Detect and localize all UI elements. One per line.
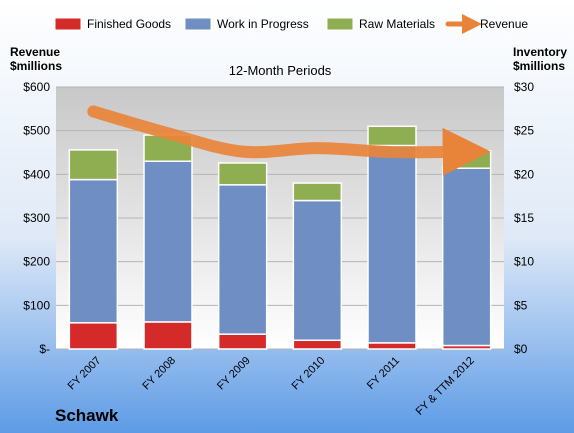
right-tick-label: $25 bbox=[514, 124, 534, 138]
left-tick-label: $400 bbox=[23, 167, 50, 181]
legend-work-in-progress-swatch bbox=[184, 17, 212, 31]
gridlines bbox=[56, 86, 504, 350]
legend-finished-goods-label: Finished Goods bbox=[87, 17, 171, 31]
revenue-line-group bbox=[87, 105, 491, 176]
right-tick-label: $30 bbox=[514, 80, 534, 94]
right-tick-label: $15 bbox=[514, 211, 534, 225]
bar-work-in-progress bbox=[367, 144, 417, 344]
bar-work-in-progress bbox=[143, 160, 193, 323]
bar-work-in-progress bbox=[441, 167, 492, 347]
right-tick-label: $0 bbox=[514, 342, 528, 356]
left-axis-ticks: $- $100 $200 $300 $400 $500 $600 bbox=[23, 80, 50, 356]
left-tick-label: $- bbox=[39, 342, 50, 356]
right-tick-label: $5 bbox=[514, 298, 528, 312]
company-name: Schawk bbox=[55, 406, 119, 425]
left-tick-label: $500 bbox=[23, 124, 50, 138]
left-tick-label: $600 bbox=[23, 80, 50, 94]
bar-work-in-progress bbox=[217, 184, 268, 335]
legend-revenue-label: Revenue bbox=[480, 17, 528, 31]
bar-finished-goods bbox=[143, 321, 193, 350]
bar-work-in-progress bbox=[292, 199, 343, 342]
bar-raw-materials bbox=[367, 125, 417, 147]
legend-raw-materials-swatch bbox=[326, 17, 354, 31]
left-tick-label: $100 bbox=[23, 298, 50, 312]
bar-finished-goods bbox=[367, 342, 417, 350]
bar-raw-materials bbox=[68, 149, 119, 181]
right-axis-ticks: $0 $5 $10 $15 $20 $25 $30 bbox=[514, 80, 534, 356]
bar-work-in-progress bbox=[68, 178, 119, 324]
bar-raw-materials bbox=[217, 162, 268, 186]
left-axis-label-line1: Revenue bbox=[10, 45, 60, 59]
revenue-line bbox=[87, 105, 491, 176]
bar-finished-goods bbox=[217, 333, 268, 350]
left-axis-label-line2: $millions bbox=[10, 59, 62, 73]
left-tick-label: $300 bbox=[23, 211, 50, 225]
right-tick-label: $10 bbox=[514, 255, 534, 269]
bar-raw-materials bbox=[292, 182, 343, 202]
right-axis-label-line1: Inventory bbox=[513, 45, 567, 59]
right-tick-label: $20 bbox=[514, 167, 534, 181]
legend-finished-goods-swatch bbox=[54, 17, 82, 31]
legend-raw-materials-label: Raw Materials bbox=[359, 17, 435, 31]
right-axis-label-line2: $millions bbox=[513, 59, 565, 73]
legend-work-in-progress-label: Work in Progress bbox=[217, 17, 309, 31]
bar-finished-goods bbox=[292, 339, 343, 350]
left-tick-label: $200 bbox=[23, 255, 50, 269]
chart-title: 12-Month Periods bbox=[229, 63, 332, 78]
legend: Finished Goods Work in Progress Raw Materi… bbox=[54, 14, 528, 34]
bar-finished-goods bbox=[68, 322, 119, 350]
